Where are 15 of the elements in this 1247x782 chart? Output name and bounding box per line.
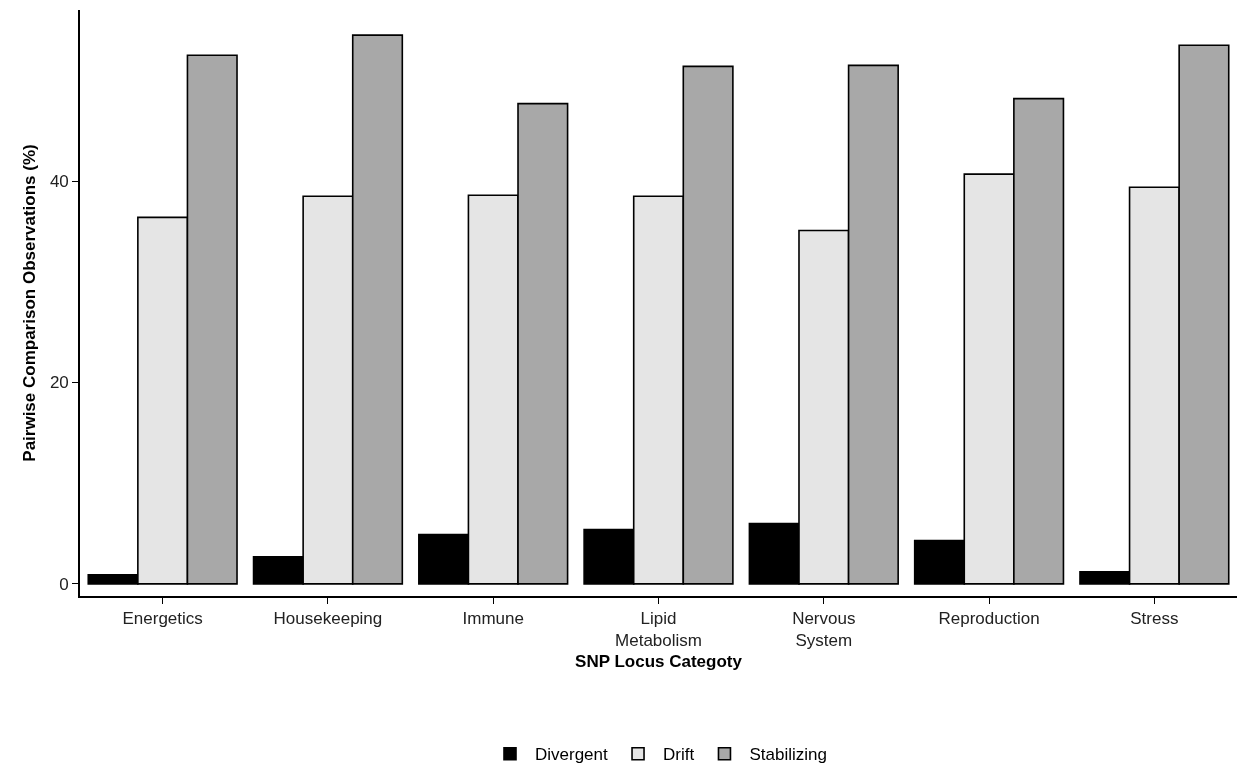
y-tick-label: 20 <box>49 373 69 393</box>
x-axis-title: SNP Locus Categoty <box>575 652 743 672</box>
legend-label: Stabilizing <box>749 745 827 765</box>
y-axis-title: Pairwise Comparison Observations (%) <box>19 144 39 462</box>
x-tick-label: Nervous System <box>792 609 856 651</box>
x-tick-label: Energetics <box>122 609 203 629</box>
x-tick-label: Housekeeping <box>273 609 383 629</box>
legend-label: Drift <box>663 745 695 765</box>
legend-label: Divergent <box>535 745 609 765</box>
x-tick-label: Stress <box>1130 609 1179 629</box>
y-tick-label: 40 <box>49 172 69 192</box>
y-tick-label: 0 <box>59 574 69 594</box>
x-tick-label: Immune <box>462 609 524 629</box>
x-tick-label: Reproduction <box>938 609 1040 629</box>
x-tick-label: Lipid Metabolism <box>615 609 702 651</box>
